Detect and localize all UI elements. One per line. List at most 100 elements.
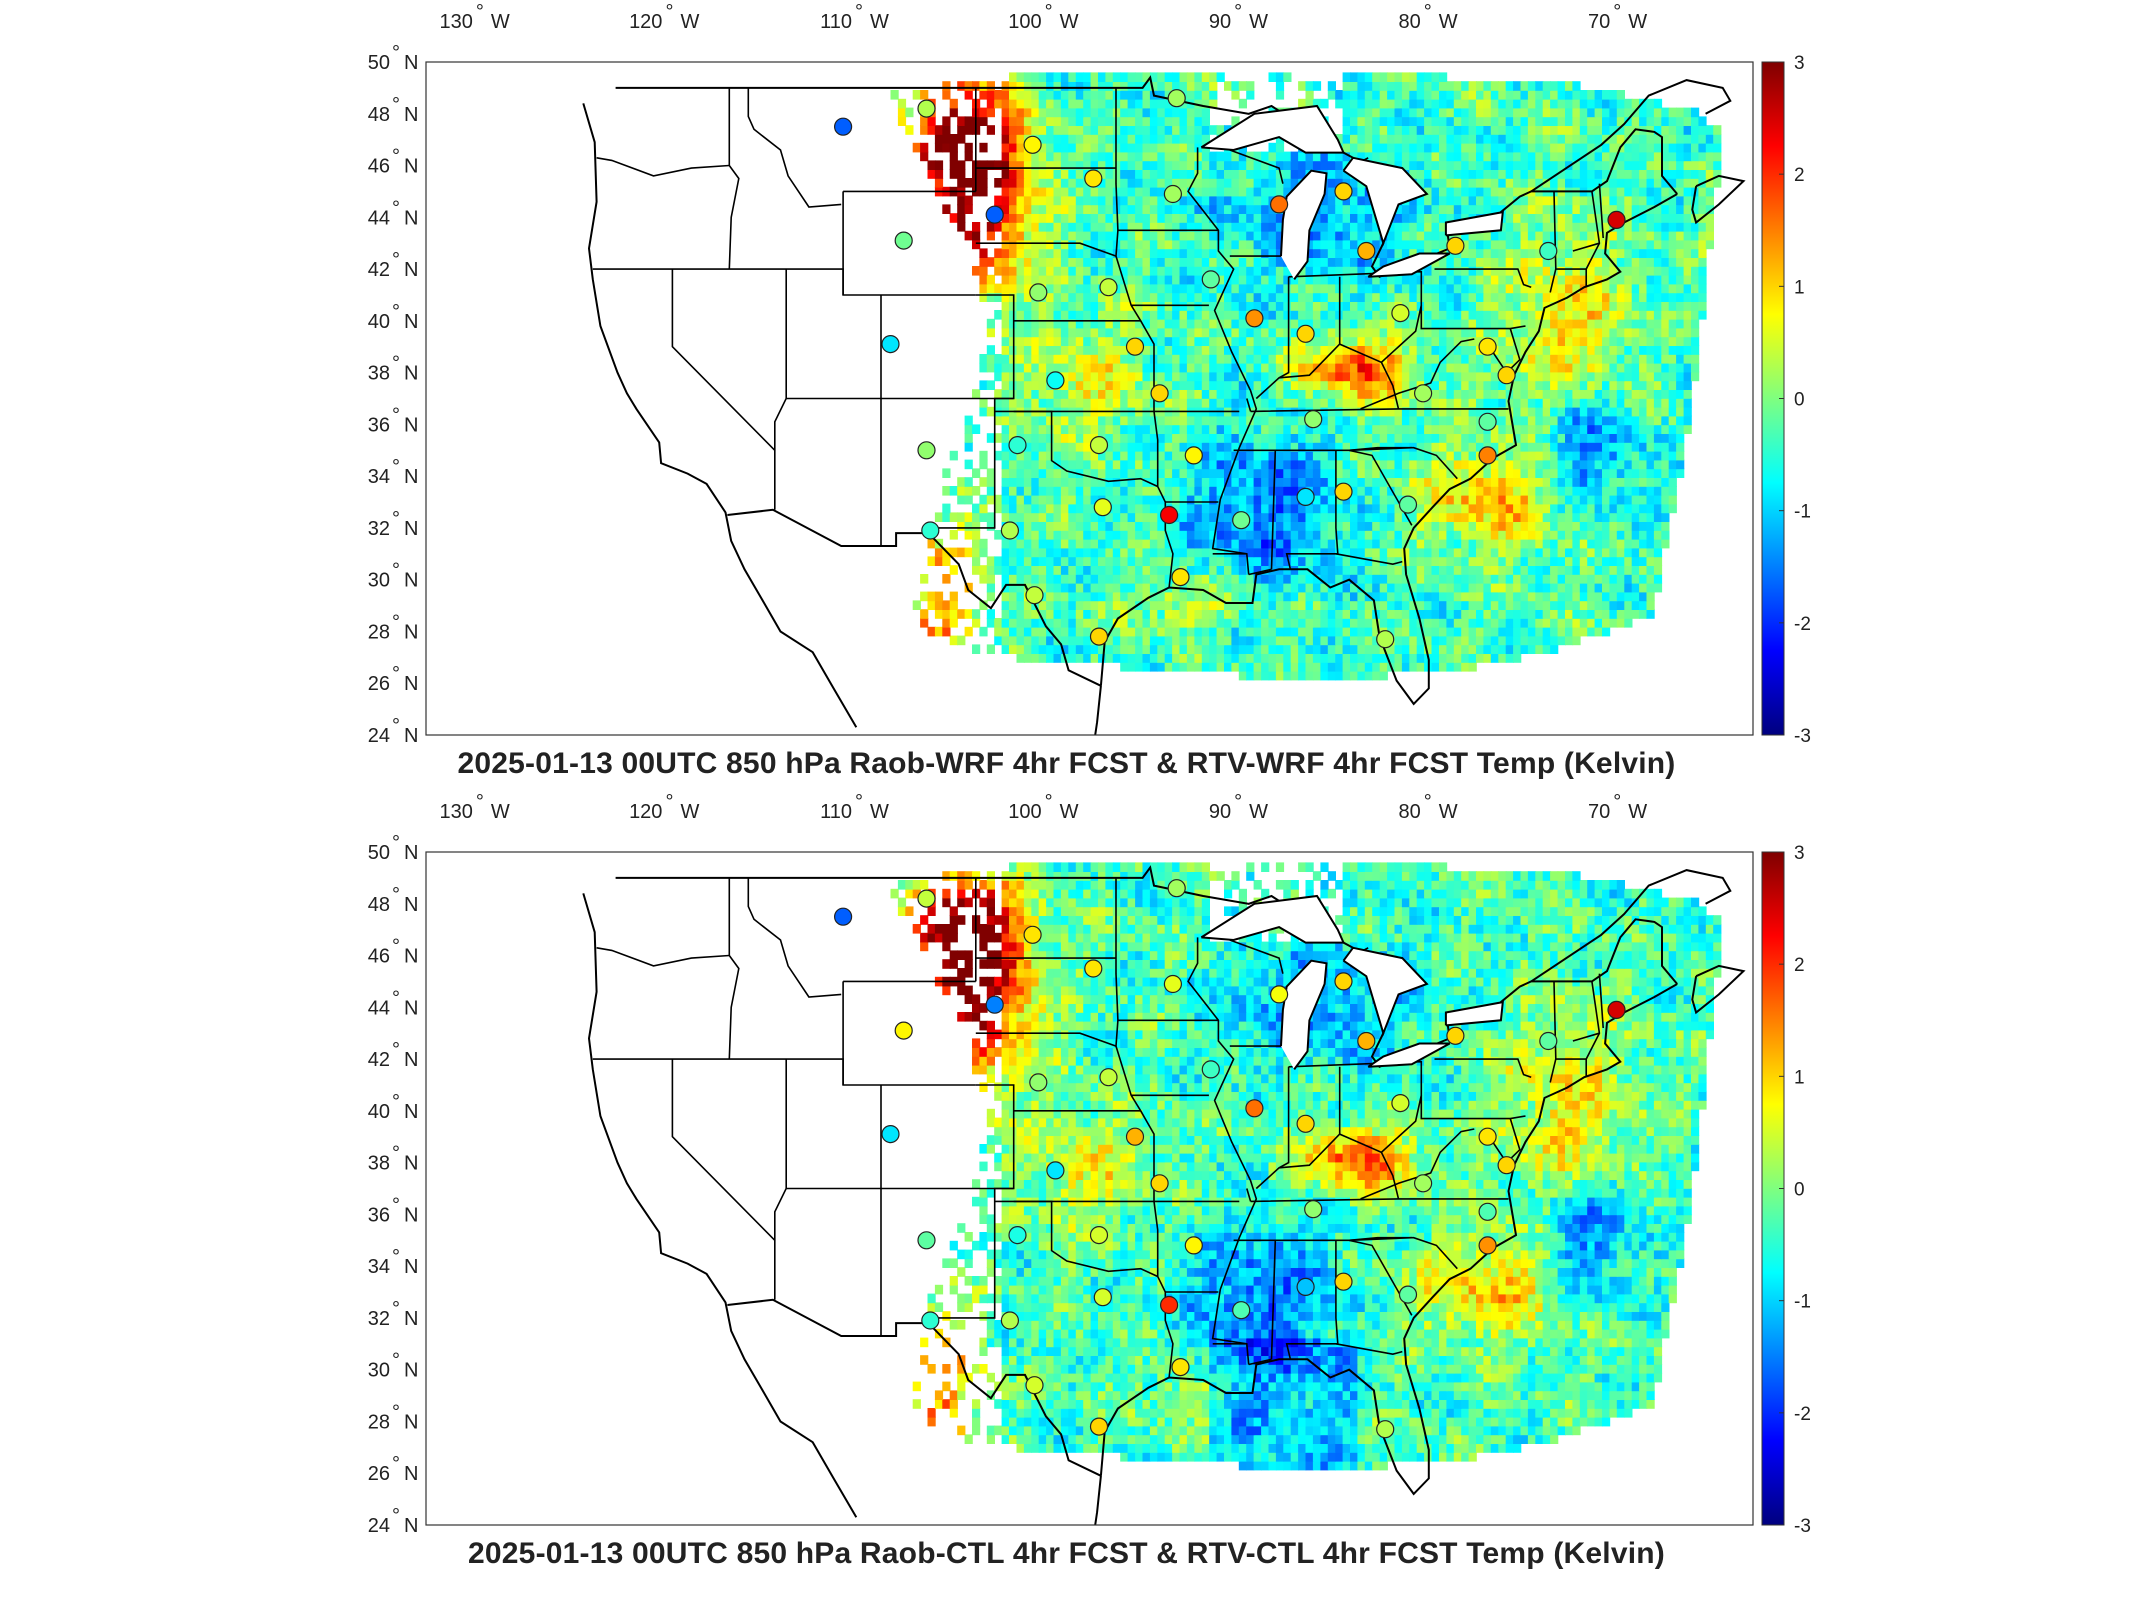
great-lake	[1367, 252, 1451, 278]
degree-symbol: °	[1424, 791, 1432, 813]
lat-hemisphere: N	[404, 1101, 418, 1123]
degree-symbol: °	[476, 1, 484, 23]
lon-tick-label: 130	[439, 801, 472, 823]
raob-marker	[1025, 586, 1044, 605]
raob-marker	[917, 441, 936, 460]
lon-tick-label: 80	[1398, 801, 1420, 823]
lat-tick-label: 28	[368, 1411, 390, 1433]
degree-symbol: °	[392, 1091, 400, 1113]
degree-symbol: °	[855, 791, 863, 813]
raob-marker	[1478, 1236, 1497, 1255]
raob-marker	[1008, 436, 1027, 455]
raob-marker	[1150, 1174, 1169, 1193]
raob-marker	[1413, 384, 1433, 403]
raob-marker	[1232, 1301, 1251, 1320]
degree-symbol: °	[1424, 1, 1432, 23]
raob-marker	[917, 1231, 936, 1250]
state-border	[1380, 361, 1400, 410]
lat-tick-label: 46	[368, 156, 390, 178]
state-border	[975, 1032, 1117, 1047]
state-border	[596, 947, 730, 967]
lat-hemisphere: N	[404, 104, 418, 126]
state-border	[1349, 1236, 1458, 1270]
raob-marker	[1413, 1174, 1433, 1193]
degree-symbol: °	[392, 146, 400, 168]
degree-symbol: °	[476, 791, 484, 813]
raob-marker	[1357, 241, 1376, 261]
colorbar-tick-label: 1	[1794, 1067, 1805, 1088]
state-border	[1229, 939, 1284, 974]
lat-tick-label: 24	[368, 725, 390, 747]
great-lake	[1200, 104, 1346, 154]
raob-marker	[921, 521, 940, 540]
lon-hemisphere: W	[1439, 11, 1458, 33]
colorbar-tick-label: 2	[1794, 955, 1805, 976]
raob-marker	[1398, 495, 1418, 514]
state-border	[1349, 446, 1458, 480]
lon-hemisphere: W	[680, 11, 699, 33]
map-axes	[425, 61, 1754, 736]
raob-marker	[1296, 324, 1315, 343]
state-border	[1115, 877, 1174, 1378]
degree-symbol: °	[1045, 791, 1053, 813]
retrieval-field	[890, 862, 1722, 1471]
degree-symbol: °	[392, 1453, 400, 1475]
lat-hemisphere: N	[404, 621, 418, 643]
raob-marker	[1093, 1288, 1112, 1307]
raob-marker	[1125, 1127, 1145, 1146]
state-border	[728, 87, 740, 270]
raob-marker	[1089, 627, 1109, 646]
raob-marker	[921, 1311, 940, 1330]
state-border	[1248, 1358, 1272, 1366]
bottom-map-panel: 130 ° W 120 ° W 110 ° W 100 ° W 90 ° W 80 ° W 70 ° W 24 ° N 26 ° N…	[0, 790, 2133, 1590]
raob-marker	[1334, 482, 1353, 501]
raob-marker	[833, 117, 853, 136]
raob-markers	[833, 879, 1626, 1439]
state-border	[1255, 276, 1290, 400]
state-border	[1572, 242, 1600, 252]
raob-marker	[1391, 1094, 1410, 1113]
lat-tick-label: 28	[368, 621, 390, 643]
raob-marker	[1025, 1376, 1044, 1395]
raob-marker	[881, 335, 900, 354]
degree-symbol: °	[392, 1039, 400, 1061]
bottom-map-figure: 130 ° W 120 ° W 110 ° W 100 ° W 90 ° W 80 ° W 70 ° W24 ° N26 ° N…	[368, 791, 1811, 1537]
raob-marker	[1046, 371, 1065, 390]
lat-tick-label: 42	[368, 1049, 390, 1071]
raob-marker	[1245, 309, 1264, 328]
lon-tick-label: 130	[439, 11, 472, 33]
coastline	[1691, 174, 1746, 225]
state-border	[671, 1059, 776, 1300]
raob-marker	[1607, 210, 1626, 229]
lon-tick-label: 100	[1008, 801, 1041, 823]
colorbar-tick-label: 2	[1794, 165, 1805, 186]
lat-tick-label: 48	[368, 104, 390, 126]
state-border	[671, 269, 776, 510]
lat-tick-label: 34	[368, 1256, 390, 1278]
lat-tick-label: 32	[368, 1308, 390, 1330]
raob-marker	[1245, 1099, 1264, 1118]
lat-hemisphere: N	[404, 1153, 418, 1175]
raob-marker	[1171, 567, 1190, 587]
raob-marker	[1167, 879, 1186, 898]
lat-tick-label: 46	[368, 946, 390, 968]
state-border	[1349, 449, 1413, 526]
lat-hemisphere: N	[404, 414, 418, 436]
colorbar-tick-label: 1	[1794, 277, 1805, 298]
geography-lines	[582, 75, 1746, 735]
raob-marker	[985, 995, 1004, 1014]
lat-tick-label: 50	[368, 842, 390, 864]
degree-symbol: °	[1045, 1, 1053, 23]
lon-hemisphere: W	[870, 11, 889, 33]
state-border	[592, 268, 976, 296]
raob-markers	[833, 89, 1626, 649]
state-border	[1434, 1058, 1532, 1078]
raob-marker	[1478, 412, 1497, 431]
lat-hemisphere: N	[404, 946, 418, 968]
degree-symbol: °	[392, 249, 400, 271]
lon-tick-label: 70	[1588, 801, 1610, 823]
raob-marker	[1398, 1285, 1418, 1304]
raob-marker	[1089, 1226, 1109, 1245]
lat-hemisphere: N	[404, 997, 418, 1019]
map-axes	[425, 851, 1754, 1526]
